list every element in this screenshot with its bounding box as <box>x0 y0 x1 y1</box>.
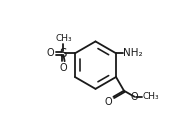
Text: O: O <box>46 48 54 58</box>
Text: CH₃: CH₃ <box>143 92 159 101</box>
Text: O: O <box>131 92 138 102</box>
Text: O: O <box>104 97 112 107</box>
Text: NH₂: NH₂ <box>123 48 143 58</box>
Text: S: S <box>60 47 67 60</box>
Text: CH₃: CH₃ <box>55 34 72 43</box>
Text: O: O <box>60 63 67 73</box>
